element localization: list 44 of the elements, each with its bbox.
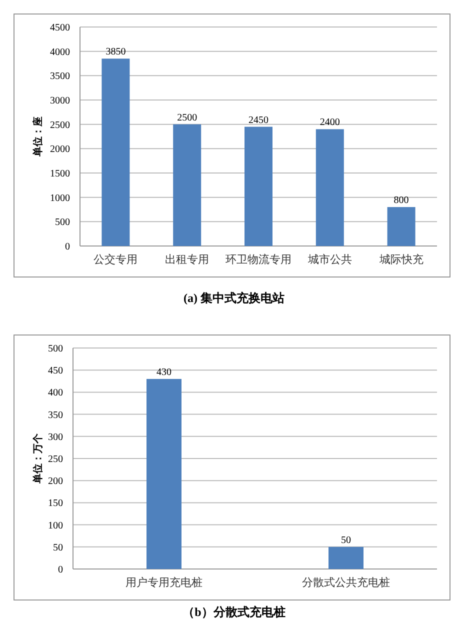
- y-tick-label: 1000: [50, 192, 70, 204]
- y-tick-label: 300: [48, 432, 63, 443]
- y-tick-label: 150: [48, 498, 63, 510]
- x-tick-label: 城市公共: [306, 253, 352, 266]
- x-tick-label: 分散式公共充电桩: [302, 576, 390, 589]
- bar: [316, 129, 344, 246]
- y-tick-label: 4000: [50, 46, 70, 58]
- data-label: 2450: [248, 114, 268, 126]
- y-tick-label: 500: [55, 217, 70, 228]
- y-tick-label: 400: [48, 388, 63, 399]
- y-tick-label: 500: [48, 344, 63, 354]
- text: (a) 集中式充换电站: [184, 291, 284, 305]
- x-tick-label: 城际快充: [378, 253, 424, 266]
- y-tick-label: 3000: [50, 96, 70, 106]
- text: （b）分散式充电桩: [182, 605, 286, 619]
- y-tick-label: 0: [65, 242, 70, 252]
- y-tick-label: 350: [48, 410, 63, 421]
- bar: [244, 126, 272, 246]
- bar: [173, 124, 202, 246]
- bar: [387, 207, 416, 246]
- y-tick-label: 1500: [50, 168, 70, 180]
- data-label: 2400: [320, 117, 340, 128]
- y-tick-label: 200: [48, 476, 63, 488]
- y-tick-label: 4500: [50, 22, 70, 34]
- data-label: 800: [394, 195, 409, 206]
- data-label: 3850: [106, 46, 126, 58]
- y-tick-label: 0: [58, 564, 63, 576]
- x-tick-label: 用户专用充电桩: [126, 576, 202, 589]
- data-label: 50: [341, 534, 351, 546]
- x-tick-label: 环卫物流专用: [226, 253, 292, 266]
- x-tick-label: 出租专用: [165, 253, 210, 266]
- bar: [102, 58, 130, 246]
- y-tick-label: 2000: [50, 144, 70, 156]
- y-axis-title: 单位：万个: [32, 432, 44, 484]
- y-tick-label: 50: [53, 542, 63, 554]
- x-tick-label: 公交专用: [94, 253, 138, 266]
- y-tick-label: 250: [48, 454, 63, 465]
- y-tick-label: 100: [48, 520, 63, 532]
- data-label: 2500: [177, 112, 198, 124]
- y-tick-label: 450: [48, 366, 63, 377]
- y-axis-title: 单位：座: [32, 116, 44, 158]
- y-tick-label: 2500: [50, 120, 70, 131]
- data-label: 430: [156, 366, 172, 378]
- y-tick-label: 3500: [50, 71, 70, 82]
